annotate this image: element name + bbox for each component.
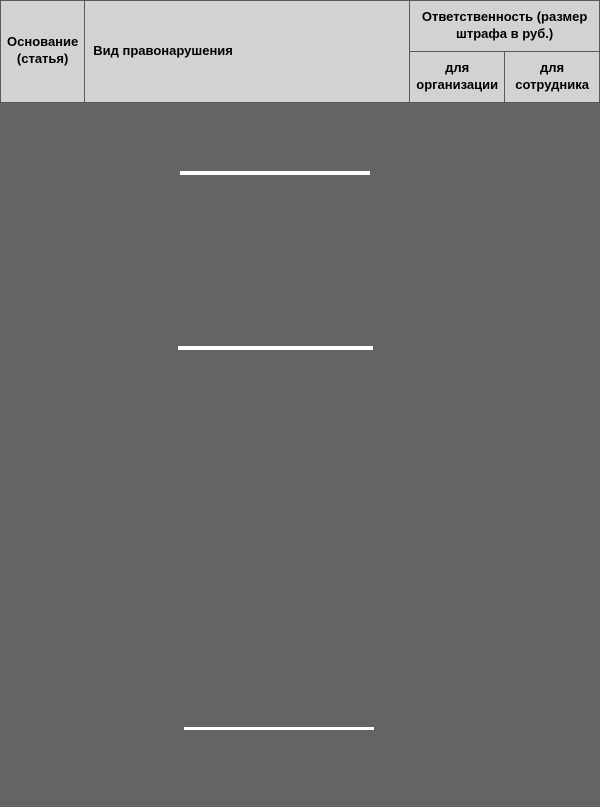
header-basis: Основание (статья) [1, 1, 85, 103]
table-body [1, 102, 600, 807]
body-cell [1, 102, 600, 807]
header-employee: для сотрудника [505, 51, 600, 102]
header-organization: для организации [410, 51, 505, 102]
header-violation-type: Вид правонарушения [85, 1, 410, 103]
table-header: Основание (статья) Вид правонарушения От… [1, 1, 600, 103]
violations-table: Основание (статья) Вид правонарушения От… [0, 0, 600, 807]
table-row [1, 102, 600, 807]
header-liability: Ответственность (размер штрафа в руб.) [410, 1, 600, 52]
separator-line-1 [180, 171, 370, 175]
separator-line-2 [178, 346, 373, 350]
body-content-area [1, 103, 600, 807]
header-row-1: Основание (статья) Вид правонарушения От… [1, 1, 600, 52]
violations-table-container: Основание (статья) Вид правонарушения От… [0, 0, 600, 807]
separator-line-3 [184, 727, 374, 730]
